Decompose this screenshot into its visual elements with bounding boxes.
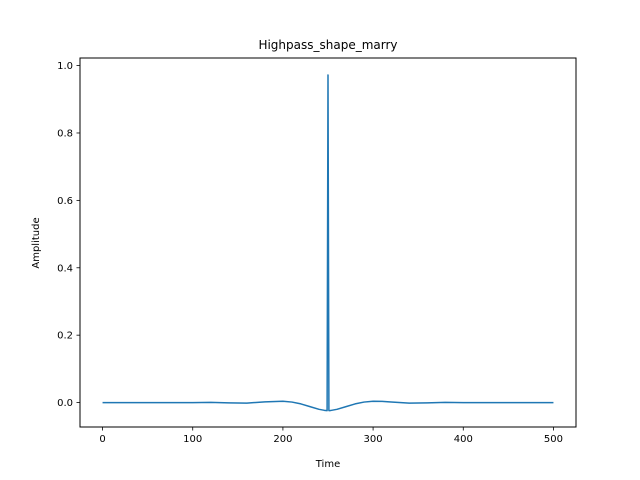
x-tick-label: 200 xyxy=(273,434,292,445)
x-tick-label: 400 xyxy=(454,434,473,445)
y-axis-ticks: 0.0 0.2 0.4 0.6 0.8 1.0 xyxy=(57,61,80,409)
y-tick-label: 1.0 xyxy=(57,61,73,72)
x-axis-label: Time xyxy=(315,459,340,470)
chart-title: Highpass_shape_marry xyxy=(258,38,397,52)
y-tick-label: 0.4 xyxy=(57,263,73,274)
y-tick-label: 0.8 xyxy=(57,128,73,139)
axes-frame xyxy=(79,57,577,428)
y-tick-label: 0.2 xyxy=(57,331,73,342)
y-tick-label: 0.0 xyxy=(57,398,73,409)
x-tick-label: 100 xyxy=(183,434,202,445)
x-axis-ticks: 0 100 200 300 400 500 xyxy=(99,427,563,445)
x-tick-label: 300 xyxy=(364,434,383,445)
y-tick-label: 0.6 xyxy=(57,196,73,207)
series-line xyxy=(102,74,554,412)
x-tick-label: 500 xyxy=(544,434,563,445)
plot-area xyxy=(102,74,554,412)
x-tick-label: 0 xyxy=(99,434,105,445)
y-axis-label: Amplitude xyxy=(31,217,42,268)
